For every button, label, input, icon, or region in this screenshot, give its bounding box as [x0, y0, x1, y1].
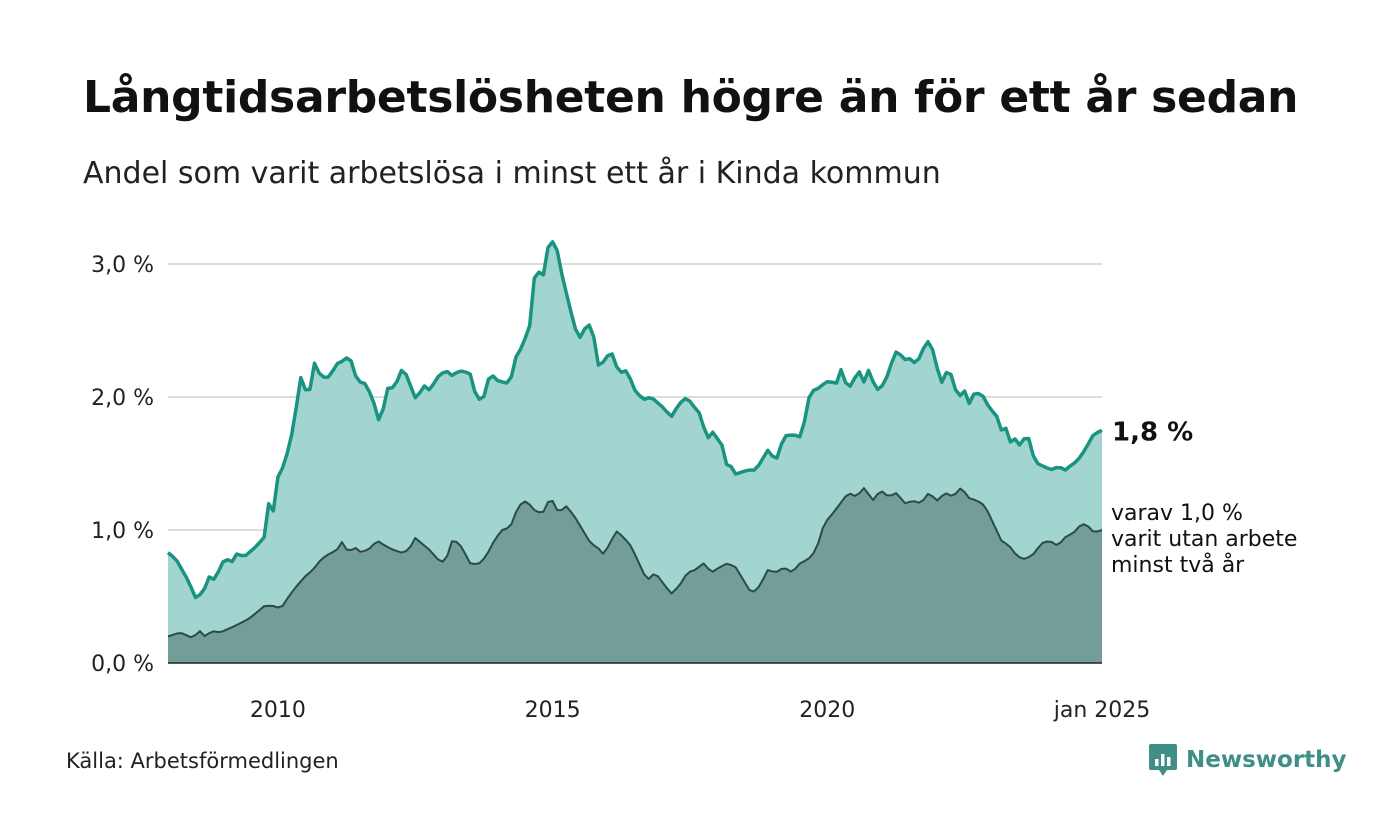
y-tick-label: 1,0 % [91, 519, 154, 544]
end-label-two-years: varit utan arbete [1111, 527, 1297, 552]
x-tick-label: 2020 [799, 698, 855, 723]
x-tick-label: 2010 [250, 698, 306, 723]
y-tick-label: 2,0 % [91, 386, 154, 411]
source-note: Källa: Arbetsförmedlingen [66, 749, 339, 773]
end-label-two-years: minst två år [1111, 552, 1245, 578]
x-tick-label: jan 2025 [1053, 698, 1151, 723]
series-line-long-term [166, 240, 1103, 600]
brand-name: Newsworthy [1186, 747, 1347, 773]
y-tick-label: 0,0 % [91, 652, 154, 677]
brand-logo: Newsworthy [1148, 742, 1347, 778]
end-label-two-years: varav 1,0 % [1111, 501, 1243, 526]
newsworthy-icon [1149, 744, 1177, 776]
series-area-two-years [168, 488, 1102, 663]
x-tick-label: 2015 [525, 698, 581, 723]
chart-title: Långtidsarbetslösheten högre än för ett … [83, 72, 1299, 123]
series-line-two-years [167, 487, 1103, 639]
chart-subtitle: Andel som varit arbetslösa i minst ett å… [83, 156, 941, 191]
y-tick-label: 3,0 % [91, 253, 154, 278]
end-label-long-term: 1,8 % [1112, 417, 1193, 447]
